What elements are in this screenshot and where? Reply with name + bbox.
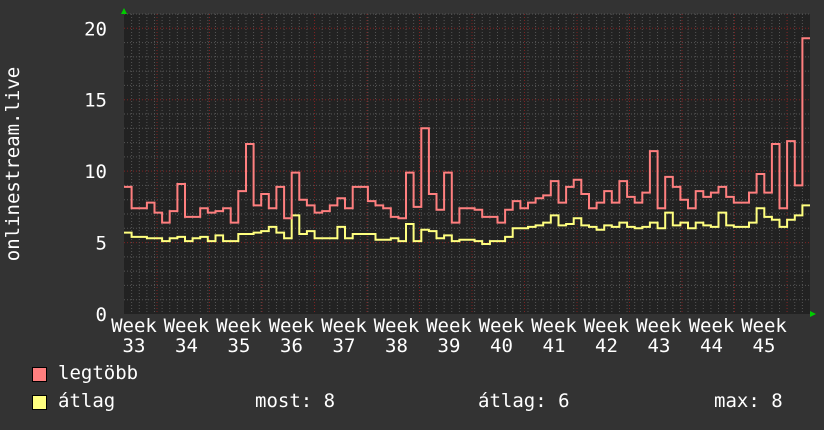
x-tick-label: Week 37 [321, 315, 367, 357]
x-tick-label: Week 34 [163, 315, 210, 357]
x-tick-label: Week 44 [688, 315, 735, 357]
series-line-avg [124, 204, 810, 245]
stat-max: max: 8 [714, 390, 783, 412]
x-tick-label: Week 39 [426, 315, 472, 357]
legend-swatch-max [32, 367, 47, 382]
legend-swatch-avg [32, 395, 47, 410]
x-tick-label: Week 36 [268, 315, 315, 357]
series-lines [124, 37, 810, 245]
x-tick-label: Week 40 [478, 315, 525, 357]
legend-label-max: legtöbb [58, 362, 139, 384]
y-axis-ticks: 0 5 10 15 20 [84, 18, 107, 326]
x-tick-label: Week 38 [373, 315, 420, 357]
y-tick-label: 20 [84, 18, 107, 40]
y-tick-label: 15 [84, 90, 107, 112]
x-tick-label: Week 35 [216, 315, 262, 357]
stat-average: átlag: 6 [478, 390, 570, 412]
x-tick-label: Week 33 [111, 315, 157, 357]
x-tick-label: Week 42 [583, 315, 630, 357]
stat-current: most: 8 [255, 390, 336, 412]
x-tick-label: Week 45 [741, 315, 787, 357]
y-axis-label: onlinestream.live [2, 67, 24, 261]
y-tick-label: 5 [96, 233, 107, 255]
x-tick-label: Week 41 [531, 315, 577, 357]
x-tick-label: Week 43 [636, 315, 682, 357]
y-axis-arrow-icon [121, 8, 127, 14]
y-tick-label: 0 [96, 304, 107, 326]
y-tick-label: 10 [84, 161, 107, 183]
x-axis-arrow-icon [810, 311, 816, 317]
series-line-max [124, 37, 810, 224]
legend-label-avg: átlag [58, 390, 116, 412]
